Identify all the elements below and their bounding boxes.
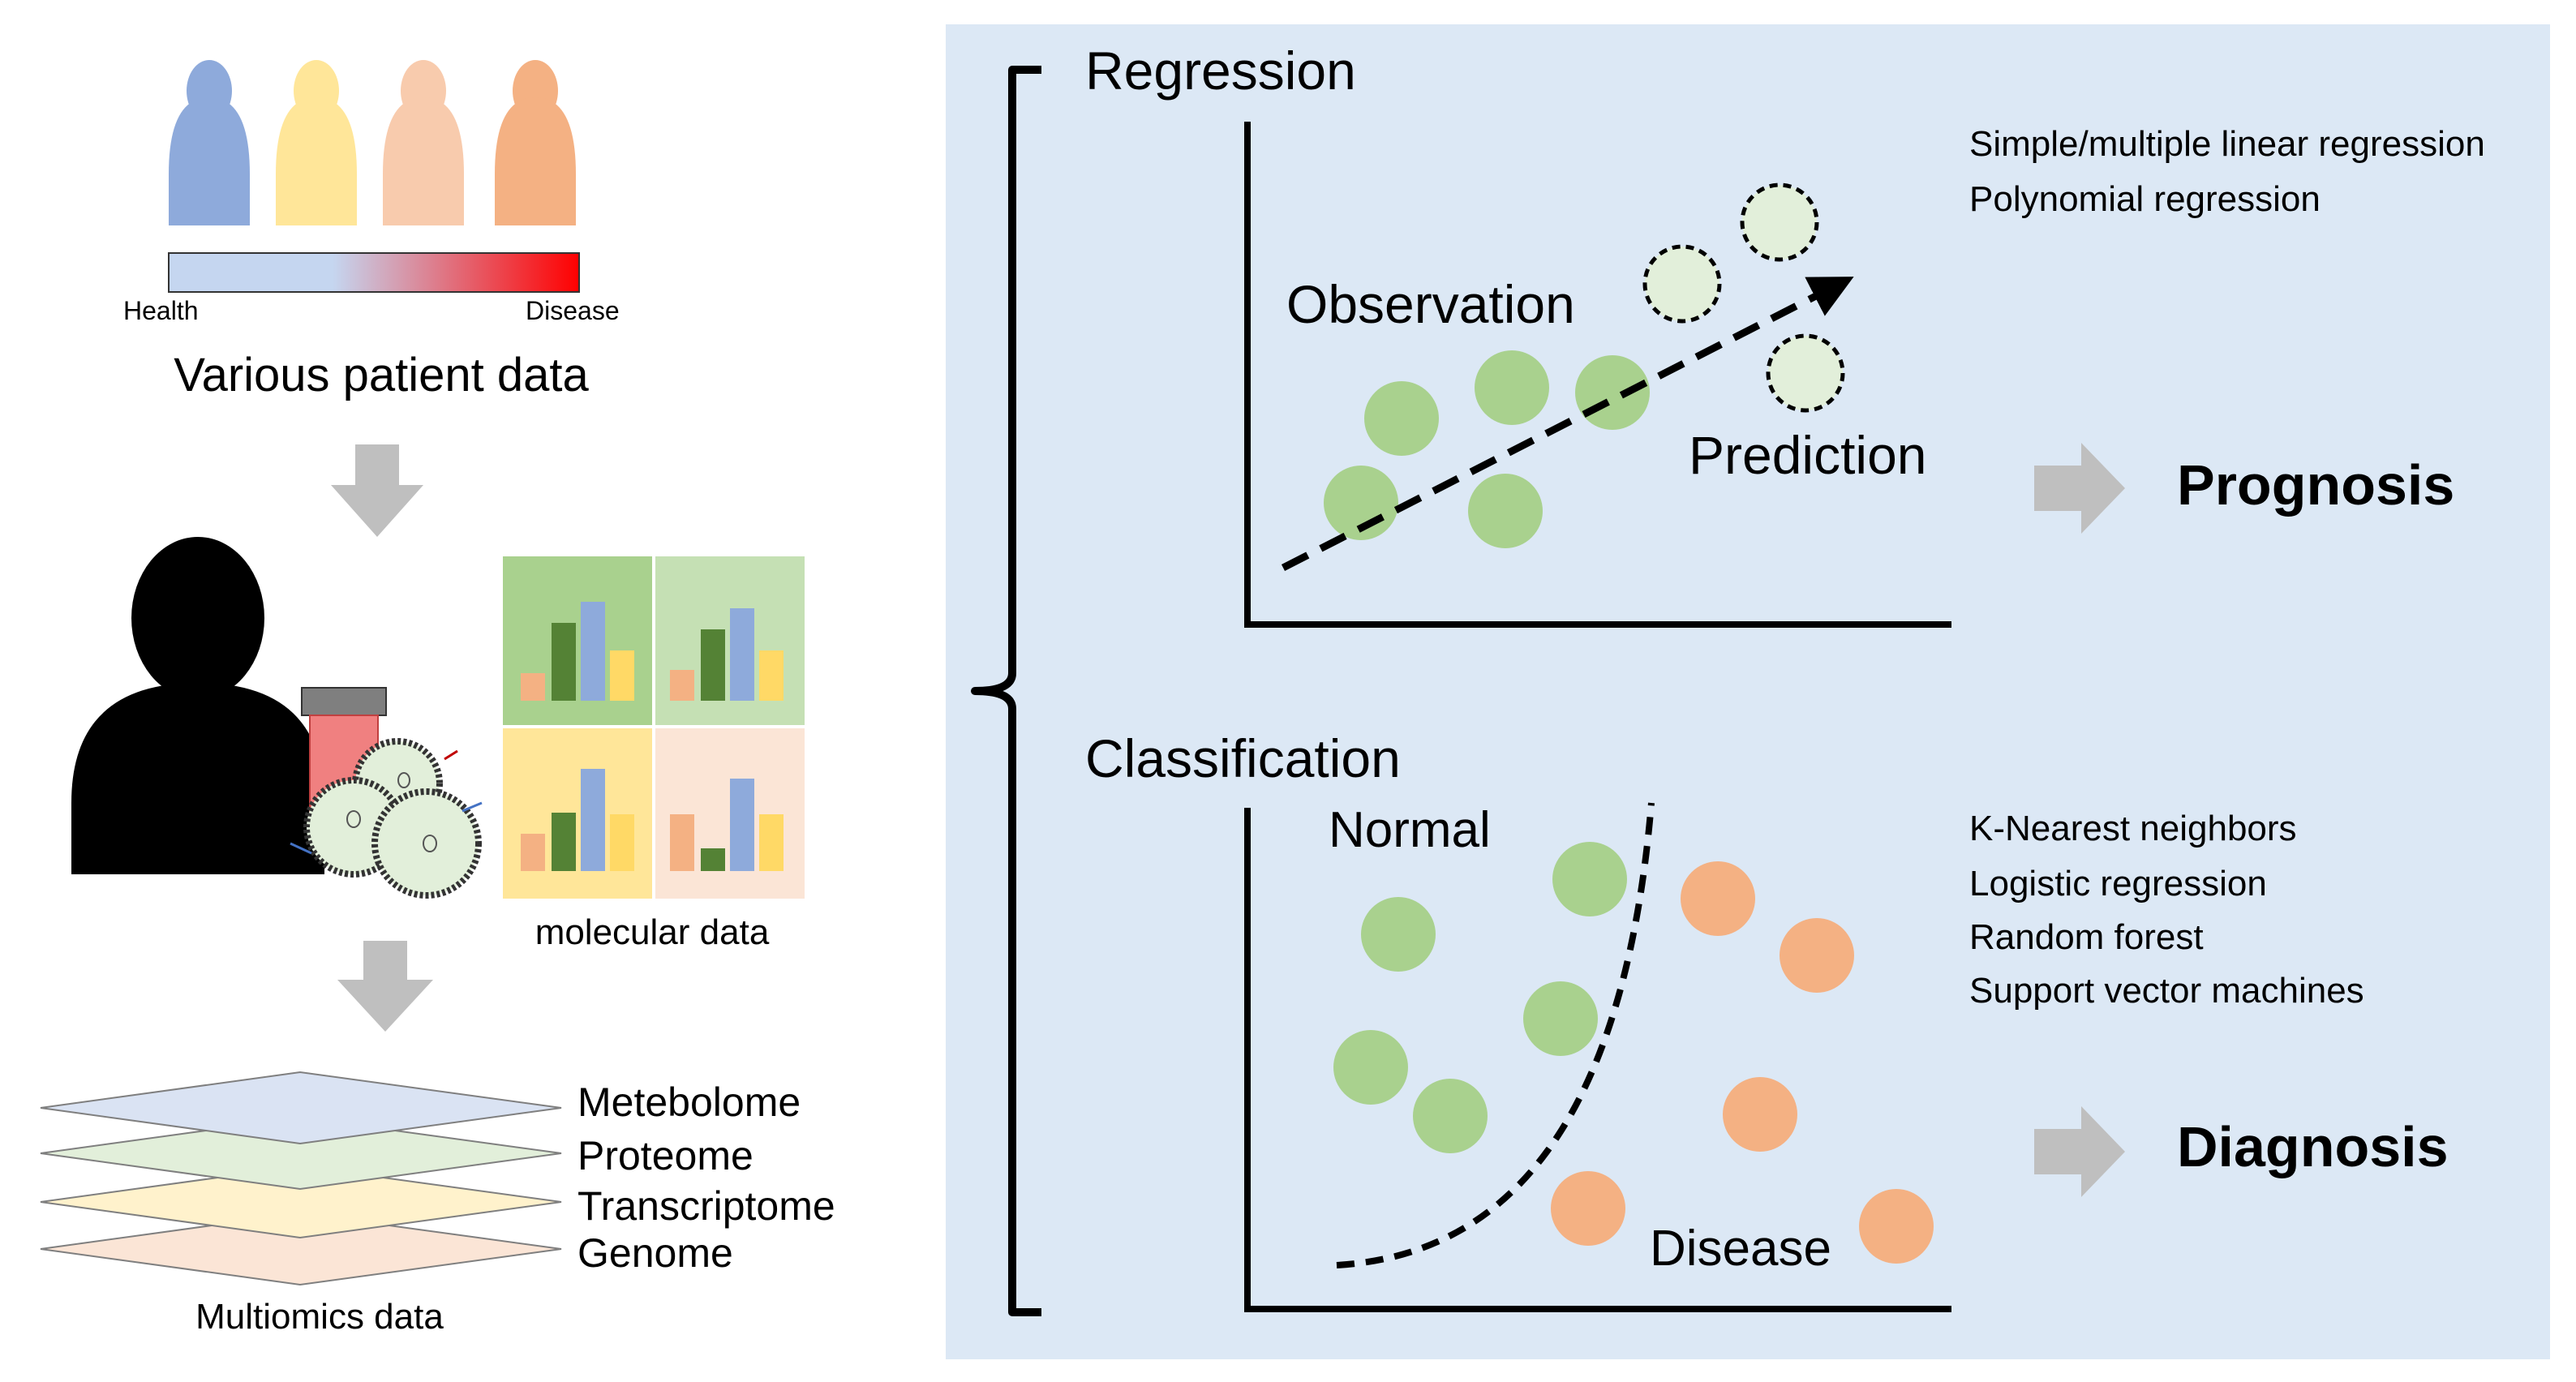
prognosis-label: Prognosis [2177,453,2454,517]
patient-data-label: Various patient data [174,349,589,401]
regression-method: Simple/multiple linear regression [1969,124,2485,164]
normal-point [1361,897,1436,972]
mini-bar-chart [670,608,784,701]
patient-icon-yellow [276,60,357,225]
observation-point [1364,381,1439,456]
diagnosis-label: Diagnosis [2177,1115,2449,1178]
mini-bar-chart [521,602,634,701]
omics-label-genome: Genome [577,1230,733,1276]
transcriptome-layer [40,1165,562,1239]
prediction-label: Prediction [1689,425,1927,485]
omics-layers [40,1071,562,1286]
classification-method: Support vector machines [1969,971,2364,1011]
normal-points [1333,842,1627,1153]
omics-label-transcriptome: Transcriptome [577,1183,835,1229]
normal-point [1413,1079,1488,1153]
disease-point [1859,1189,1934,1264]
classification-title: Classification [1085,728,1401,788]
disease-points [1551,861,1934,1264]
disease-point [1780,918,1854,993]
observation-points [1324,350,1650,548]
mini-bar-chart [670,779,784,871]
normal-point [1523,981,1598,1056]
metebolome-layer [40,1071,562,1145]
disease-point [1551,1171,1625,1246]
prediction-point [1642,244,1722,324]
prediction-point [1740,182,1819,262]
regression-trend-arrow [1281,277,1854,572]
down-arrow-icon [331,444,423,537]
disease-label: Disease [1650,1221,1831,1277]
health-label: Health [123,296,199,325]
researcher-silhouette [71,537,324,874]
multiomics-label: Multiomics data [195,1297,444,1337]
classification-method: K-Nearest neighbors [1969,809,2297,848]
molecular-data-label: molecular data [535,912,770,952]
health-disease-gradient-bar [168,252,580,293]
omics-label-proteome: Proteome [577,1133,753,1178]
patient-icon-blue [169,60,250,225]
observation-label: Observation [1286,274,1575,334]
prediction-points [1642,182,1845,413]
patient-icon-peach [383,60,464,225]
disease-point [1723,1077,1797,1152]
omics-label-metebolome: Metebolome [577,1079,801,1125]
disease-point [1681,861,1755,936]
classification-method: Logistic regression [1969,864,2267,903]
observation-point [1575,355,1650,430]
normal-label: Normal [1329,802,1491,858]
down-arrow-icon [337,941,433,1032]
classification-method: Random forest [1969,917,2204,957]
normal-point [1333,1030,1408,1105]
patient-icon-orange [495,60,576,225]
molecular-data-grid [503,556,805,899]
right-arrow-icon [2034,443,2125,534]
classification-plot-axes [1244,808,1951,1312]
decision-boundary [1336,802,1655,1268]
normal-point [1552,842,1627,916]
cell-icons [290,738,483,899]
mini-bar-chart [521,769,634,871]
curly-brace [971,66,1041,1316]
observation-point [1468,474,1543,548]
regression-method: Polynomial regression [1969,179,2321,219]
observation-point [1475,350,1549,425]
disease-label: Disease [526,296,620,325]
regression-plot-axes [1244,122,1951,628]
regression-title: Regression [1085,41,1356,101]
prediction-point [1766,333,1845,413]
patient-icons [169,60,576,225]
right-arrow-icon [2034,1106,2125,1197]
